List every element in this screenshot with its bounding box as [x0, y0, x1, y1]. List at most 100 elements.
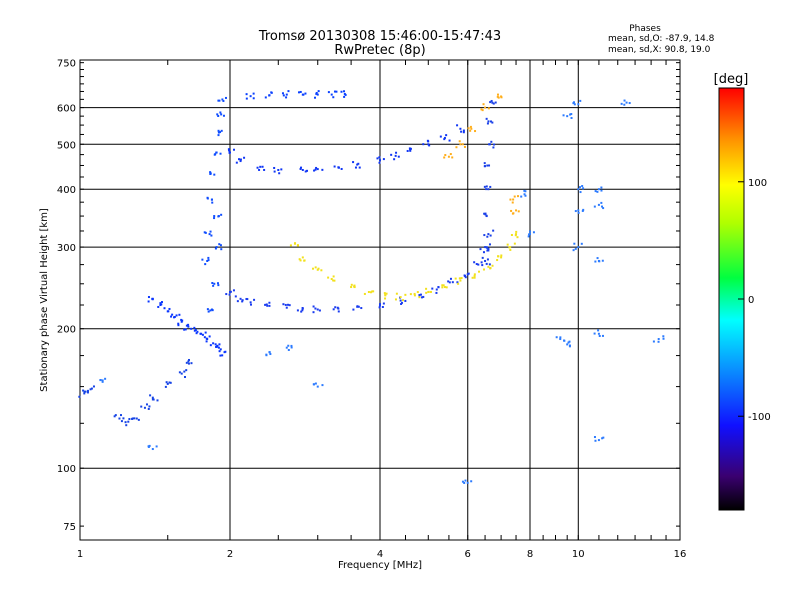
data-point-scatter — [314, 307, 317, 310]
data-point-scatter — [227, 148, 230, 151]
data-point-scatter — [458, 277, 461, 280]
data-point-scatter — [509, 198, 512, 201]
data-point-scatter — [488, 263, 491, 266]
data-point — [316, 93, 319, 96]
data-point-scatter — [532, 231, 535, 234]
data-points — [78, 90, 665, 484]
data-point-scatter — [381, 306, 384, 309]
data-point — [566, 343, 569, 346]
data-point-scatter — [290, 344, 293, 347]
data-point — [277, 169, 280, 172]
data-point-scatter — [299, 90, 302, 93]
data-point-scatter — [303, 259, 306, 262]
data-point-scatter — [457, 282, 460, 285]
colorbar-tick-label: 100 — [748, 178, 767, 189]
data-point — [515, 233, 518, 236]
data-point-scatter — [264, 96, 267, 99]
data-point-scatter — [382, 302, 385, 305]
data-point — [399, 299, 402, 302]
data-point-scatter — [486, 122, 489, 125]
data-point-scatter — [268, 301, 271, 304]
data-point-scatter — [124, 421, 127, 424]
data-point — [625, 101, 628, 104]
data-point-scatter — [320, 269, 323, 272]
data-point — [466, 481, 469, 484]
data-point-scatter — [486, 235, 489, 238]
data-point — [394, 154, 397, 157]
data-point-scatter — [289, 244, 292, 247]
data-point — [473, 273, 476, 276]
data-point — [657, 338, 660, 341]
data-point-scatter — [268, 351, 271, 354]
data-point-scatter — [372, 290, 375, 293]
data-point-scatter — [239, 158, 242, 161]
data-point-scatter — [333, 279, 336, 282]
data-point-scatter — [163, 307, 166, 310]
data-point-scatter — [263, 168, 266, 171]
data-point — [151, 396, 154, 399]
data-point-scatter — [422, 295, 425, 298]
data-point — [484, 246, 487, 249]
data-point-scatter — [220, 248, 223, 251]
data-point — [512, 198, 515, 201]
data-point — [399, 296, 402, 299]
data-point-scatter — [485, 214, 488, 217]
data-point — [330, 278, 333, 281]
data-point-scatter — [78, 395, 81, 398]
data-point-scatter — [243, 156, 246, 159]
data-point-scatter — [302, 93, 305, 96]
data-point-scatter — [300, 310, 303, 313]
data-point-scatter — [222, 114, 225, 117]
y-tick-label: 300 — [57, 243, 76, 254]
data-point-scatter — [217, 134, 220, 137]
data-point-scatter — [281, 92, 284, 95]
data-point-scatter — [264, 303, 267, 306]
data-point — [597, 203, 600, 206]
y-tick-labels: 75 100 200 300 400 500 600 750 — [57, 59, 76, 533]
data-point — [577, 246, 580, 249]
data-point — [213, 282, 216, 285]
data-point-scatter — [228, 293, 231, 296]
data-point-scatter — [207, 310, 210, 313]
data-point-scatter — [461, 480, 464, 483]
data-point-scatter — [215, 345, 218, 348]
data-point-scatter — [299, 259, 302, 262]
data-point-scatter — [435, 291, 438, 294]
y-tick-label: 200 — [57, 325, 76, 336]
data-point-scatter — [458, 140, 461, 143]
data-point-scatter — [156, 399, 159, 402]
data-point-scatter — [273, 166, 276, 169]
data-point-scatter — [221, 98, 224, 101]
data-point-scatter — [204, 231, 207, 234]
data-point — [118, 417, 121, 420]
data-point-scatter — [210, 198, 213, 201]
data-point — [127, 420, 130, 423]
data-point — [487, 233, 490, 236]
data-point-scatter — [481, 109, 484, 112]
chart-title: Tromsø 20130308 15:46:00-15:47:43 — [258, 29, 501, 44]
data-point-scatter — [582, 187, 585, 190]
x-tick-label: 2 — [227, 549, 233, 560]
data-point-scatter — [209, 309, 212, 312]
data-point-scatter — [409, 147, 412, 150]
data-point-scatter — [491, 101, 494, 104]
data-point-scatter — [209, 230, 212, 233]
data-point-scatter — [474, 130, 477, 133]
data-point-scatter — [147, 296, 150, 299]
data-point-scatter — [225, 293, 228, 296]
data-point-scatter — [662, 337, 665, 340]
data-point — [413, 294, 416, 297]
data-point-scatter — [400, 302, 403, 305]
data-point-scatter — [218, 343, 221, 346]
data-point-scatter — [510, 233, 513, 236]
data-point-scatter — [582, 208, 585, 211]
data-point-scatter — [183, 376, 186, 379]
data-point-scatter — [449, 277, 452, 280]
data-point-scatter — [568, 340, 571, 343]
data-point-scatter — [321, 168, 324, 171]
data-point-scatter — [113, 415, 116, 418]
data-point-scatter — [332, 279, 335, 282]
data-point-scatter — [469, 125, 472, 128]
chart-subtitle: RwPretec (8p) — [334, 43, 425, 58]
x-tick-label: 4 — [377, 549, 383, 560]
